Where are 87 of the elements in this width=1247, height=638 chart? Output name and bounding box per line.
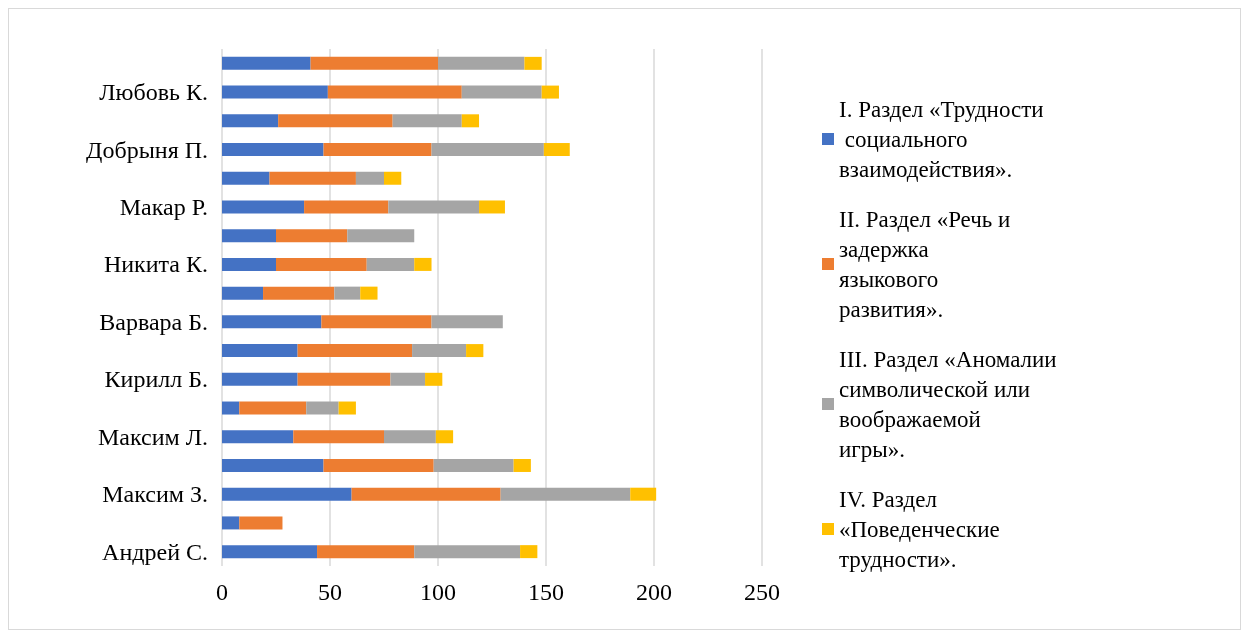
bar — [390, 372, 426, 386]
x-tick-label: 150 — [528, 579, 564, 605]
bar — [222, 401, 240, 415]
bar — [541, 85, 559, 99]
bar — [355, 171, 384, 185]
bar — [222, 229, 276, 243]
bar — [222, 458, 324, 472]
legend-label: III. Раздел «Аномалии символической или воображаемой игры». — [839, 346, 1063, 462]
bar — [276, 257, 367, 271]
bar — [293, 430, 384, 444]
bar — [297, 372, 391, 386]
bar — [414, 545, 521, 559]
bar — [239, 516, 283, 530]
bar — [384, 430, 436, 444]
bar — [323, 458, 434, 472]
bar — [360, 286, 378, 300]
x-tick-label: 200 — [636, 579, 672, 605]
bar — [431, 315, 503, 329]
bar — [222, 286, 264, 300]
bar — [388, 200, 480, 214]
bar — [435, 430, 454, 444]
bar — [222, 200, 305, 214]
bar — [269, 171, 356, 185]
bar — [321, 315, 432, 329]
bar — [630, 487, 657, 501]
bar — [276, 229, 348, 243]
bar — [334, 286, 361, 300]
y-tick-label: Любовь К. — [99, 79, 208, 106]
bar — [500, 487, 631, 501]
legend-label: I. Раздел «Трудности социального взаимодействия». — [839, 96, 1044, 182]
bar — [222, 516, 240, 530]
y-tick-label: Варвара Б. — [99, 308, 208, 335]
bar — [351, 487, 501, 501]
bar — [306, 401, 339, 415]
bar — [479, 200, 505, 214]
legend-label: IV. Раздел «Поведенческие трудности». — [839, 486, 1006, 572]
bar — [520, 545, 538, 559]
bar — [222, 545, 318, 559]
bar — [278, 114, 393, 128]
bar — [310, 56, 438, 70]
bar — [425, 372, 443, 386]
y-tick-label: Кирилл Б. — [104, 366, 208, 393]
bar — [347, 229, 415, 243]
x-tick-label: 0 — [216, 579, 228, 605]
bar — [384, 171, 402, 185]
bar — [222, 171, 270, 185]
y-tick-label: Макар Р. — [119, 193, 208, 220]
bar — [222, 372, 298, 386]
bar — [366, 257, 415, 271]
bar — [433, 458, 514, 472]
bar — [461, 114, 480, 128]
bar — [222, 85, 328, 99]
bar — [392, 114, 462, 128]
bar — [543, 143, 570, 157]
bar — [297, 344, 413, 358]
bar — [222, 430, 294, 444]
bar — [239, 401, 307, 415]
bar — [222, 143, 324, 157]
bar — [222, 344, 298, 358]
bar — [327, 85, 462, 99]
bar — [513, 458, 531, 472]
x-tick-label: 50 — [318, 579, 342, 605]
y-tick-label: Никита К. — [103, 251, 208, 278]
bar — [338, 401, 356, 415]
bar — [461, 85, 542, 99]
bar — [317, 545, 415, 559]
bar — [524, 56, 542, 70]
bar — [222, 114, 279, 128]
bar — [438, 56, 525, 70]
bar — [323, 143, 432, 157]
bar — [414, 257, 432, 271]
bar — [466, 344, 484, 358]
bar — [304, 200, 389, 214]
y-tick-label: Андрей С. — [102, 538, 208, 565]
bar — [222, 487, 352, 501]
bar — [222, 56, 311, 70]
y-tick-label: Максим З. — [102, 481, 208, 508]
bar — [222, 257, 276, 271]
bar — [222, 315, 322, 329]
y-tick-label: Добрыня П. — [86, 136, 208, 163]
x-tick-label: 250 — [744, 579, 780, 605]
bar — [263, 286, 335, 300]
y-tick-label: Максим Л. — [97, 423, 208, 450]
x-tick-label: 100 — [420, 579, 456, 605]
bar — [412, 344, 467, 358]
legend-label: II. Раздел «Речь и задержка языкового развития». — [839, 206, 1017, 322]
bar — [431, 143, 544, 157]
